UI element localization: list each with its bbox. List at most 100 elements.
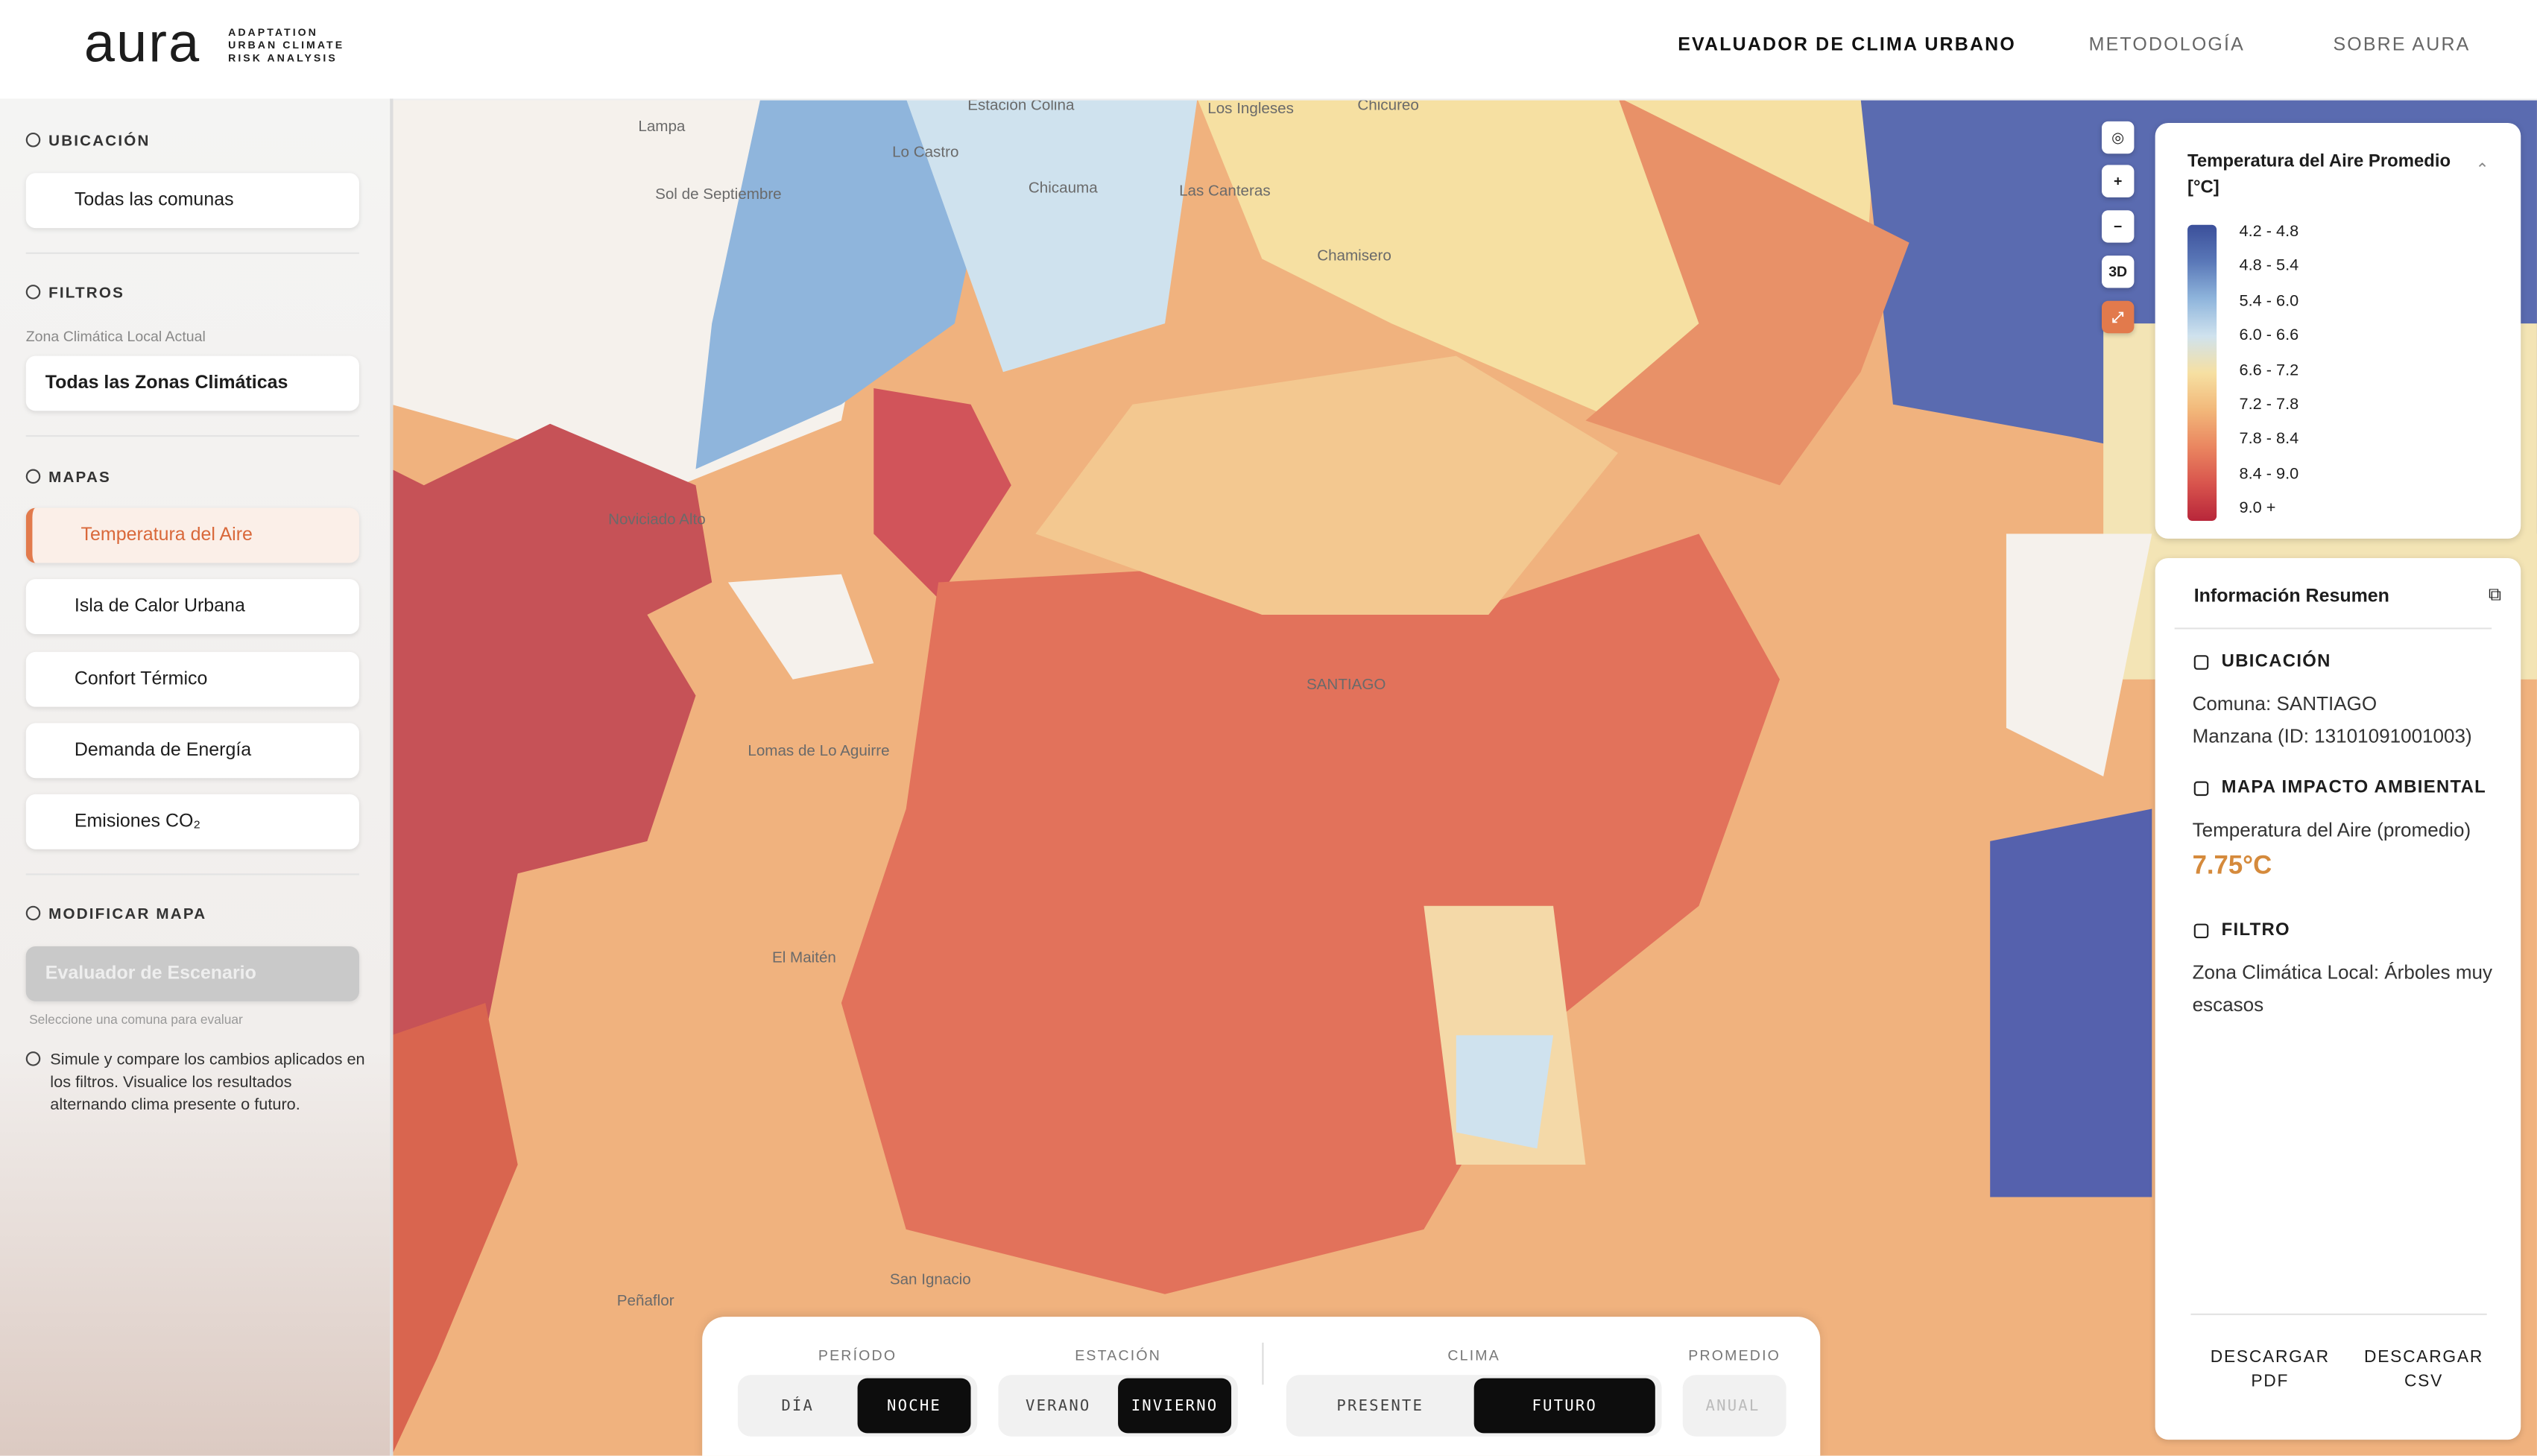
logo[interactable]: aura: [83, 13, 201, 75]
map-label: SANTIAGO: [1307, 676, 1386, 693]
map-label: Chamisero: [1317, 247, 1391, 265]
section-title: MAPA IMPACTO AMBIENTAL: [2221, 778, 2487, 798]
map-label: Lampa: [638, 118, 686, 135]
fullscreen-button[interactable]: ⤢: [2101, 300, 2135, 334]
summary-line: Temperatura del Aire (promedio): [2192, 818, 2471, 841]
map-label: Noviciado Alto: [608, 510, 706, 528]
tagline: URBAN CLIMATE: [228, 40, 345, 52]
export-icon[interactable]: ⧉: [2488, 585, 2501, 605]
nav-link[interactable]: EVALUADOR DE CLIMA URBANO: [1678, 35, 2016, 55]
legend-label: 4.2 - 4.8: [2239, 223, 2299, 241]
legend-label: 6.6 - 7.2: [2239, 361, 2299, 380]
select-box[interactable]: Todas las Zonas Climáticas: [25, 355, 359, 411]
toggle-option[interactable]: INVIERNO: [1118, 1378, 1232, 1434]
toggle-group: ANUAL: [1682, 1375, 1786, 1437]
control-bar: PERÍODO DÍA NOCHE ESTACIÓN VERANO INVIERNO CLI…: [702, 1317, 1821, 1456]
map-label: Los Ingleses: [1207, 100, 1294, 117]
icon: [25, 469, 41, 484]
summary-line: Manzana (ID: 13101091001003): [2192, 724, 2472, 747]
search-box[interactable]: Todas las comunas: [25, 173, 359, 229]
sidebar: UBICACIÓN Todas las comunas FILTROS Zona Cl…: [0, 98, 394, 1456]
zoom-in-button[interactable]: +: [2101, 165, 2135, 197]
map-option[interactable]: Emisiones CO₂: [25, 794, 359, 850]
toggle-group: DÍA NOCHE: [737, 1375, 978, 1437]
zoom-out-button[interactable]: −: [2101, 210, 2135, 243]
info-text: Simule y compare los cambios aplicados e…: [50, 1051, 365, 1115]
icon: [25, 133, 41, 148]
toggle-option[interactable]: VERANO: [1025, 1396, 1091, 1415]
toggle-group: VERANO INVIERNO: [998, 1375, 1238, 1437]
hint: Seleccione una comuna para evaluar: [29, 1012, 243, 1028]
legend-label: 5.4 - 6.0: [2239, 292, 2299, 311]
legend-label: 7.8 - 8.4: [2239, 431, 2299, 449]
summary-title: Información Resumen: [2193, 587, 2389, 607]
toggle-option: ANUAL: [1705, 1396, 1760, 1415]
map-label: Chicauma: [1029, 179, 1098, 196]
download-button[interactable]: DESCARGAR PDF: [2210, 1347, 2330, 1391]
field-label: Zona Climática Local Actual: [25, 328, 206, 345]
summary-line: Comuna: SANTIAGO: [2192, 692, 2378, 715]
summary-value: 7.75°C: [2192, 852, 2272, 880]
legend-title: Temperatura del Aire Promedio [°C]: [2187, 152, 2451, 197]
color-ramp: [2187, 224, 2217, 522]
recenter-button[interactable]: ◎: [2101, 121, 2135, 154]
tagline: RISK ANALYSIS: [228, 53, 338, 65]
section-title: FILTROS: [48, 285, 125, 303]
toggle-option[interactable]: NOCHE: [857, 1378, 971, 1434]
nav-link[interactable]: METODOLOGÍA: [2088, 35, 2245, 55]
map-label: San Ignacio: [890, 1271, 971, 1288]
header: aura ADAPTATION URBAN CLIMATE RISK ANALYSI…: [0, 0, 2537, 101]
map-label: Lomas de Lo Aguirre: [748, 742, 889, 759]
toggle-option[interactable]: PRESENTE: [1336, 1396, 1424, 1415]
toggle-option[interactable]: FUTURO: [1473, 1378, 1655, 1434]
divider: [25, 873, 359, 876]
section-title: MAPAS: [48, 469, 111, 487]
map-option[interactable]: Demanda de Energía: [25, 723, 359, 778]
section-icon: [2193, 923, 2209, 939]
legend-label: 4.8 - 5.4: [2239, 258, 2299, 276]
legend-label: 9.0 +: [2239, 500, 2276, 519]
divider: [25, 434, 359, 437]
download-button[interactable]: DESCARGAR CSV: [2363, 1347, 2484, 1391]
icon: [25, 285, 41, 300]
map-option[interactable]: Confort Térmico: [25, 651, 359, 706]
map-label: El Maitén: [772, 949, 836, 966]
section-icon: [2193, 655, 2209, 670]
legend-label: 6.0 - 6.6: [2239, 326, 2299, 345]
icon: [25, 905, 41, 921]
section-title: MODIFICAR MAPA: [48, 905, 207, 924]
legend-panel: Temperatura del Aire Promedio [°C] ⌃ 4.2 -…: [2155, 122, 2521, 539]
section-title: FILTRO: [2221, 920, 2290, 940]
map-label: Lo Castro: [892, 144, 958, 161]
nav-link[interactable]: SOBRE AURA: [2333, 35, 2471, 55]
toggle-group: PRESENTE FUTURO: [1286, 1375, 1662, 1437]
3d-button[interactable]: 3D: [2101, 256, 2135, 288]
icon: [25, 1051, 41, 1066]
group-title: PROMEDIO: [1688, 1347, 1781, 1364]
group-title: CLIMA: [1447, 1347, 1500, 1364]
map-label: Chicureo: [1357, 98, 1418, 113]
section-icon: [2193, 781, 2209, 797]
map-label: Las Canteras: [1179, 183, 1271, 200]
section-title: UBICACIÓN: [2221, 651, 2331, 671]
map-label: Peñaflor: [617, 1292, 674, 1309]
summary-line: Zona Climática Local: Árboles muy escaso…: [2192, 960, 2493, 1016]
divider: [2190, 1313, 2487, 1315]
scenario-button[interactable]: Evaluador de Escenario: [25, 946, 359, 1001]
group-title: ESTACIÓN: [1075, 1347, 1161, 1364]
divider: [1262, 1342, 1264, 1385]
collapse-icon[interactable]: ⌃: [2475, 162, 2489, 180]
map-label: Sol de Septiembre: [655, 186, 782, 203]
map-option[interactable]: Isla de Calor Urbana: [25, 579, 359, 635]
tagline: ADAPTATION: [228, 27, 318, 39]
group-title: PERÍODO: [818, 1347, 897, 1364]
toggle-option[interactable]: DÍA: [781, 1396, 815, 1415]
divider: [2174, 627, 2492, 630]
legend-label: 7.2 - 7.8: [2239, 396, 2299, 414]
summary-panel: Información Resumen ⧉ UBICACIÓN Comuna: SAN…: [2155, 557, 2521, 1440]
map-option[interactable]: Temperatura del Aire: [25, 507, 359, 563]
legend-label: 8.4 - 9.0: [2239, 465, 2299, 484]
section-title: UBICACIÓN: [48, 133, 151, 151]
